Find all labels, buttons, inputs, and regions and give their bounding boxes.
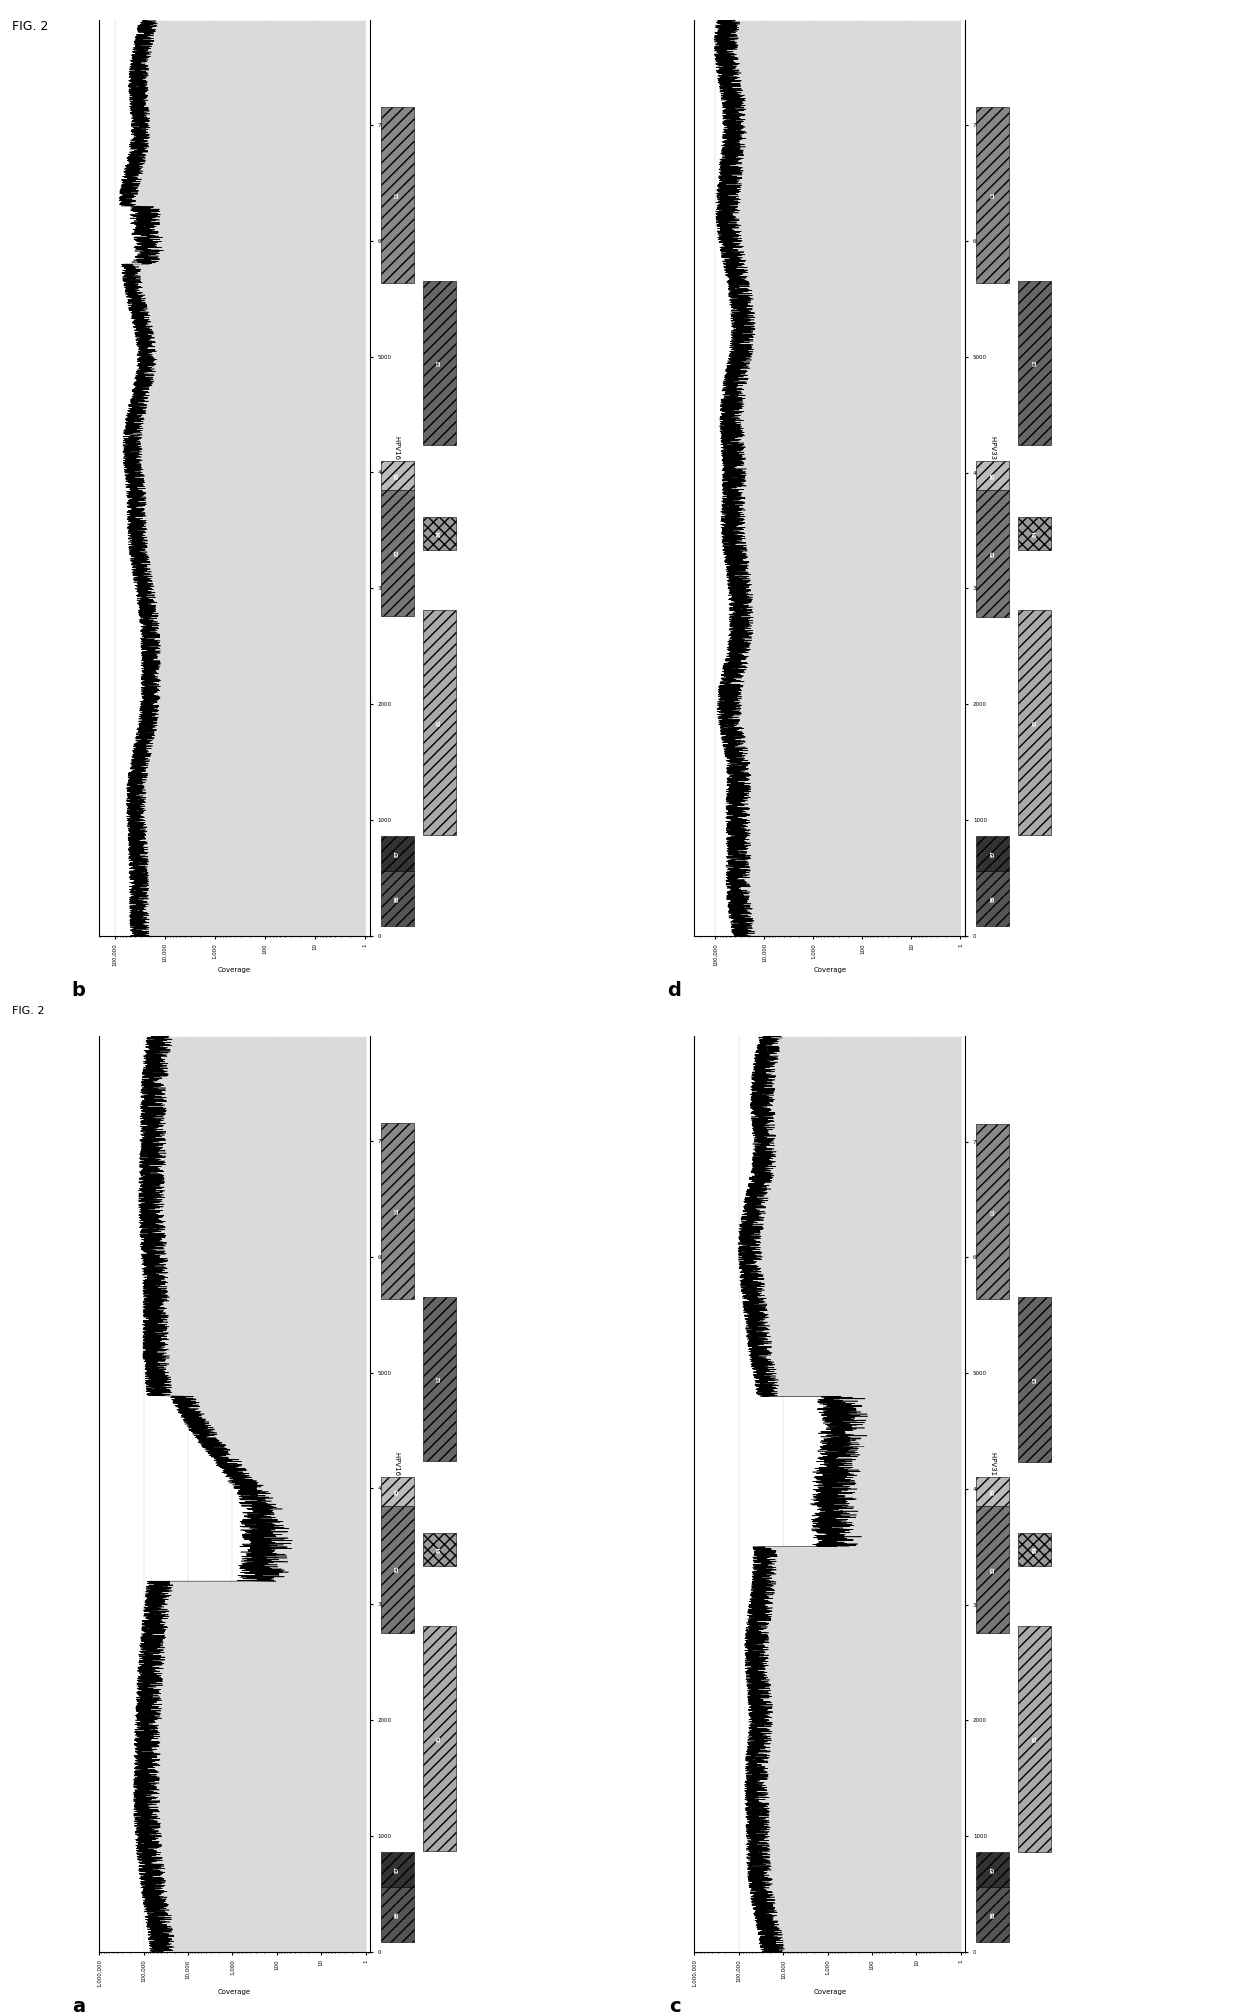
Text: b: b	[72, 982, 86, 1000]
X-axis label: Coverage: Coverage	[218, 1988, 252, 1994]
Y-axis label: HPV16 genome position: HPV16 genome position	[394, 1453, 401, 1535]
Bar	[976, 489, 1009, 616]
Bar	[1018, 1626, 1052, 1851]
Bar	[381, 1887, 414, 1942]
Text: E1: E1	[1032, 720, 1037, 726]
Text: L1: L1	[394, 1207, 399, 1213]
Text: E7: E7	[394, 849, 399, 857]
Text: a: a	[72, 1998, 86, 2012]
Text: E5: E5	[394, 1489, 399, 1495]
Text: E6: E6	[990, 1911, 994, 1917]
Text: L2: L2	[436, 360, 441, 366]
Text: E4: E4	[1032, 1545, 1037, 1553]
Text: L2: L2	[1032, 360, 1037, 366]
Bar	[423, 517, 456, 549]
Bar	[976, 1853, 1009, 1887]
Bar	[381, 1477, 414, 1505]
Bar	[381, 461, 414, 489]
Bar	[381, 1505, 414, 1632]
Text: E4: E4	[436, 1545, 441, 1553]
Bar	[1018, 517, 1052, 549]
Text: E4: E4	[436, 529, 441, 537]
Text: L1: L1	[394, 191, 399, 197]
Bar	[976, 1125, 1009, 1300]
Text: FIG. 2: FIG. 2	[12, 1006, 45, 1016]
Bar	[976, 1505, 1009, 1634]
Bar	[423, 1533, 456, 1565]
Text: c: c	[670, 1998, 681, 2012]
Y-axis label: HPV31 genome position: HPV31 genome position	[990, 1453, 996, 1535]
Bar	[381, 1123, 414, 1298]
Bar	[423, 280, 456, 445]
Bar	[1018, 610, 1052, 835]
Bar	[423, 1296, 456, 1461]
Text: E5: E5	[990, 1489, 994, 1495]
Text: FIG. 2: FIG. 2	[12, 20, 48, 32]
Bar	[976, 1477, 1009, 1507]
Bar	[381, 837, 414, 871]
Bar	[976, 837, 1009, 871]
Text: E7: E7	[990, 1865, 994, 1873]
Y-axis label: HPV33 genome position: HPV33 genome position	[990, 437, 996, 519]
X-axis label: Coverage: Coverage	[218, 968, 252, 974]
Bar	[1018, 282, 1052, 445]
Text: E7: E7	[990, 849, 994, 857]
Text: E6: E6	[394, 895, 399, 901]
Bar	[976, 107, 1009, 284]
Text: E2: E2	[990, 549, 994, 557]
Text: E2: E2	[394, 1565, 399, 1573]
Bar	[1018, 1298, 1052, 1461]
Bar	[1018, 1533, 1052, 1565]
X-axis label: Coverage: Coverage	[813, 1988, 847, 1994]
Bar	[381, 1853, 414, 1887]
Text: L2: L2	[1032, 1376, 1037, 1382]
Text: d: d	[667, 982, 681, 1000]
Text: E5: E5	[394, 473, 399, 479]
Bar	[976, 1887, 1009, 1942]
Text: E4: E4	[1032, 529, 1037, 537]
Text: E1: E1	[1032, 1736, 1037, 1742]
Bar	[976, 461, 1009, 491]
Text: E1: E1	[436, 718, 441, 726]
Bar	[381, 871, 414, 926]
Text: E6: E6	[990, 895, 994, 901]
Text: E5: E5	[990, 473, 994, 479]
Bar	[381, 107, 414, 282]
Bar	[976, 871, 1009, 926]
Text: E6: E6	[394, 1911, 399, 1917]
Text: L1: L1	[990, 1209, 994, 1215]
Bar	[423, 1626, 456, 1851]
Y-axis label: HPV16 genome position: HPV16 genome position	[394, 437, 401, 519]
Text: L2: L2	[436, 1376, 441, 1382]
Text: E2: E2	[394, 549, 399, 557]
Text: L1: L1	[990, 191, 994, 199]
Bar	[381, 489, 414, 616]
Text: E1: E1	[436, 1734, 441, 1742]
Text: E7: E7	[394, 1865, 399, 1873]
Text: E2: E2	[990, 1565, 994, 1573]
X-axis label: Coverage: Coverage	[813, 968, 847, 974]
Bar	[423, 610, 456, 835]
